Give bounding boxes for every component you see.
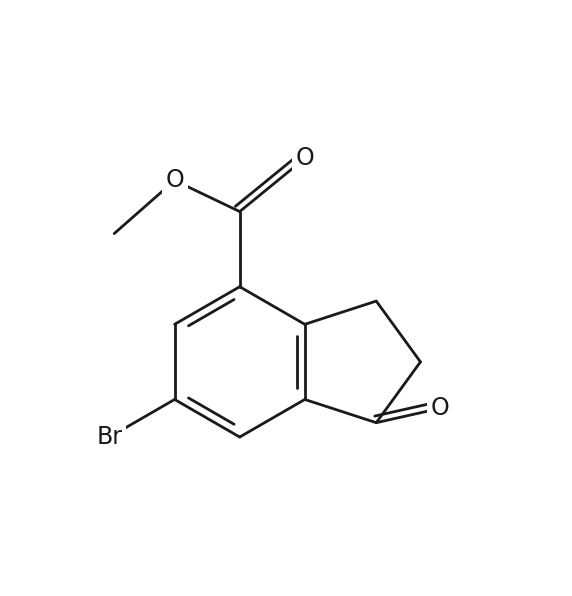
Text: O: O xyxy=(295,147,314,170)
Text: O: O xyxy=(165,169,184,193)
Text: O: O xyxy=(431,396,450,420)
Text: Br: Br xyxy=(97,425,122,449)
